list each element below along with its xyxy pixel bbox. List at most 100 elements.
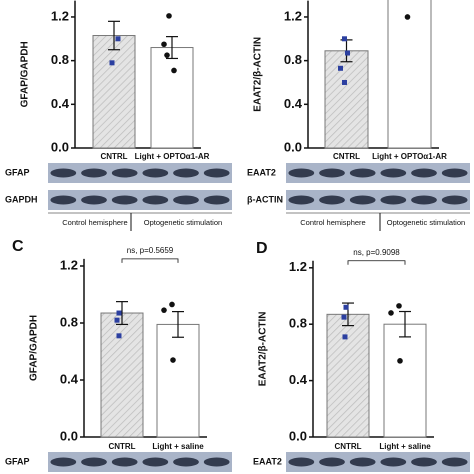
bar bbox=[387, 0, 432, 149]
blot-label: GAPDH bbox=[5, 194, 38, 204]
blot-band bbox=[349, 457, 376, 467]
data-point bbox=[345, 50, 350, 56]
blot-band bbox=[111, 168, 138, 178]
blot-band bbox=[111, 457, 138, 467]
group-label: Optogenetic stimulation bbox=[387, 218, 465, 227]
blot-band bbox=[50, 457, 77, 467]
blot-band bbox=[203, 457, 230, 467]
group-label: Optogenetic stimulation bbox=[144, 218, 222, 227]
panel-label: C bbox=[12, 238, 24, 255]
y-tick-label: 0.0 bbox=[60, 428, 78, 443]
y-tick-label: 1.2 bbox=[284, 8, 302, 23]
blot-label: EAAT2 bbox=[247, 167, 276, 177]
bar bbox=[92, 35, 136, 149]
y-tick-label: 0.8 bbox=[51, 52, 69, 67]
blot-band bbox=[288, 195, 315, 205]
y-tick-label: 0.0 bbox=[284, 139, 302, 154]
blot-band bbox=[441, 195, 468, 205]
data-point bbox=[170, 357, 176, 363]
panel-label: D bbox=[256, 240, 268, 257]
blot-band bbox=[441, 168, 468, 178]
blot-band bbox=[142, 457, 169, 467]
data-point bbox=[114, 317, 120, 323]
blot-band bbox=[81, 195, 107, 205]
blot-band bbox=[319, 195, 345, 205]
blot-band bbox=[173, 457, 199, 467]
data-point bbox=[164, 52, 170, 58]
blot-band bbox=[203, 195, 230, 205]
bar bbox=[324, 50, 369, 149]
blot-strip bbox=[286, 190, 470, 210]
y-tick-label: 0.8 bbox=[289, 316, 307, 331]
y-tick-label: 0.0 bbox=[289, 428, 307, 443]
group-label: Control hemisphere bbox=[300, 218, 365, 227]
blot-band bbox=[349, 168, 376, 178]
y-axis-title: GFAP/GAPDH bbox=[20, 41, 31, 107]
y-tick-label: 0.4 bbox=[289, 372, 308, 387]
data-point bbox=[338, 65, 343, 71]
bar bbox=[326, 313, 370, 438]
x-tick-label: CNTRL bbox=[334, 442, 361, 451]
blot-band bbox=[349, 195, 376, 205]
blot-label: β-ACTIN bbox=[247, 194, 283, 204]
x-tick-label: Light + saline bbox=[152, 442, 204, 451]
blot-strip bbox=[286, 163, 470, 183]
data-point bbox=[342, 334, 348, 340]
y-tick-label: 1.2 bbox=[51, 8, 69, 23]
group-label: Control hemisphere bbox=[62, 218, 127, 227]
y-tick-label: 1.2 bbox=[60, 257, 78, 272]
blot-strip bbox=[48, 190, 232, 210]
bar bbox=[156, 323, 200, 438]
y-tick-label: 0.8 bbox=[284, 52, 302, 67]
blot-band bbox=[411, 168, 437, 178]
blot-band bbox=[50, 168, 77, 178]
blot-band bbox=[380, 168, 407, 178]
data-point bbox=[169, 301, 175, 308]
significance-bracket bbox=[347, 260, 406, 265]
data-point bbox=[404, 14, 411, 20]
blot-band bbox=[50, 195, 77, 205]
blot-band bbox=[173, 195, 199, 205]
y-tick-label: 0.0 bbox=[51, 139, 69, 154]
blot-strip bbox=[286, 452, 470, 472]
blot-band bbox=[111, 195, 138, 205]
y-axis-title: EAAT2/β-ACTIN bbox=[258, 311, 269, 386]
blot-band bbox=[441, 457, 468, 467]
data-point bbox=[397, 358, 403, 364]
y-axis-title: EAAT2/β-ACTIN bbox=[253, 37, 264, 112]
y-tick-label: 1.2 bbox=[289, 259, 307, 274]
y-tick-label: 0.8 bbox=[60, 314, 78, 329]
blot-strip bbox=[48, 163, 232, 183]
blot-label: GFAP bbox=[5, 456, 30, 466]
x-tick-label: Light + saline bbox=[379, 442, 431, 451]
data-point bbox=[161, 41, 167, 48]
data-point bbox=[388, 310, 394, 316]
blot-band bbox=[173, 168, 199, 178]
data-point bbox=[109, 60, 115, 66]
significance-bracket bbox=[121, 258, 179, 263]
blot-band bbox=[142, 195, 169, 205]
blot-band bbox=[288, 457, 315, 467]
data-point bbox=[341, 314, 347, 320]
data-point bbox=[342, 36, 347, 42]
data-point bbox=[166, 13, 172, 19]
data-point bbox=[116, 310, 122, 316]
blot-band bbox=[81, 457, 107, 467]
y-tick-label: 0.4 bbox=[284, 96, 303, 111]
y-axis-title: GFAP/GAPDH bbox=[29, 315, 40, 381]
blot-band bbox=[319, 457, 345, 467]
blot-band bbox=[380, 457, 407, 467]
data-point bbox=[343, 304, 349, 310]
data-point bbox=[171, 67, 177, 74]
blot-band bbox=[319, 168, 345, 178]
annotation: ns, p=0.5659 bbox=[127, 246, 174, 255]
blot-band bbox=[380, 195, 407, 205]
data-point bbox=[116, 333, 122, 339]
y-tick-label: 0.4 bbox=[60, 371, 79, 386]
data-point bbox=[115, 36, 121, 42]
x-tick-label: Light + OPTOα1-AR bbox=[135, 152, 210, 161]
data-point bbox=[161, 307, 167, 313]
x-tick-label: CNTRL bbox=[100, 152, 127, 161]
blot-band bbox=[288, 168, 315, 178]
